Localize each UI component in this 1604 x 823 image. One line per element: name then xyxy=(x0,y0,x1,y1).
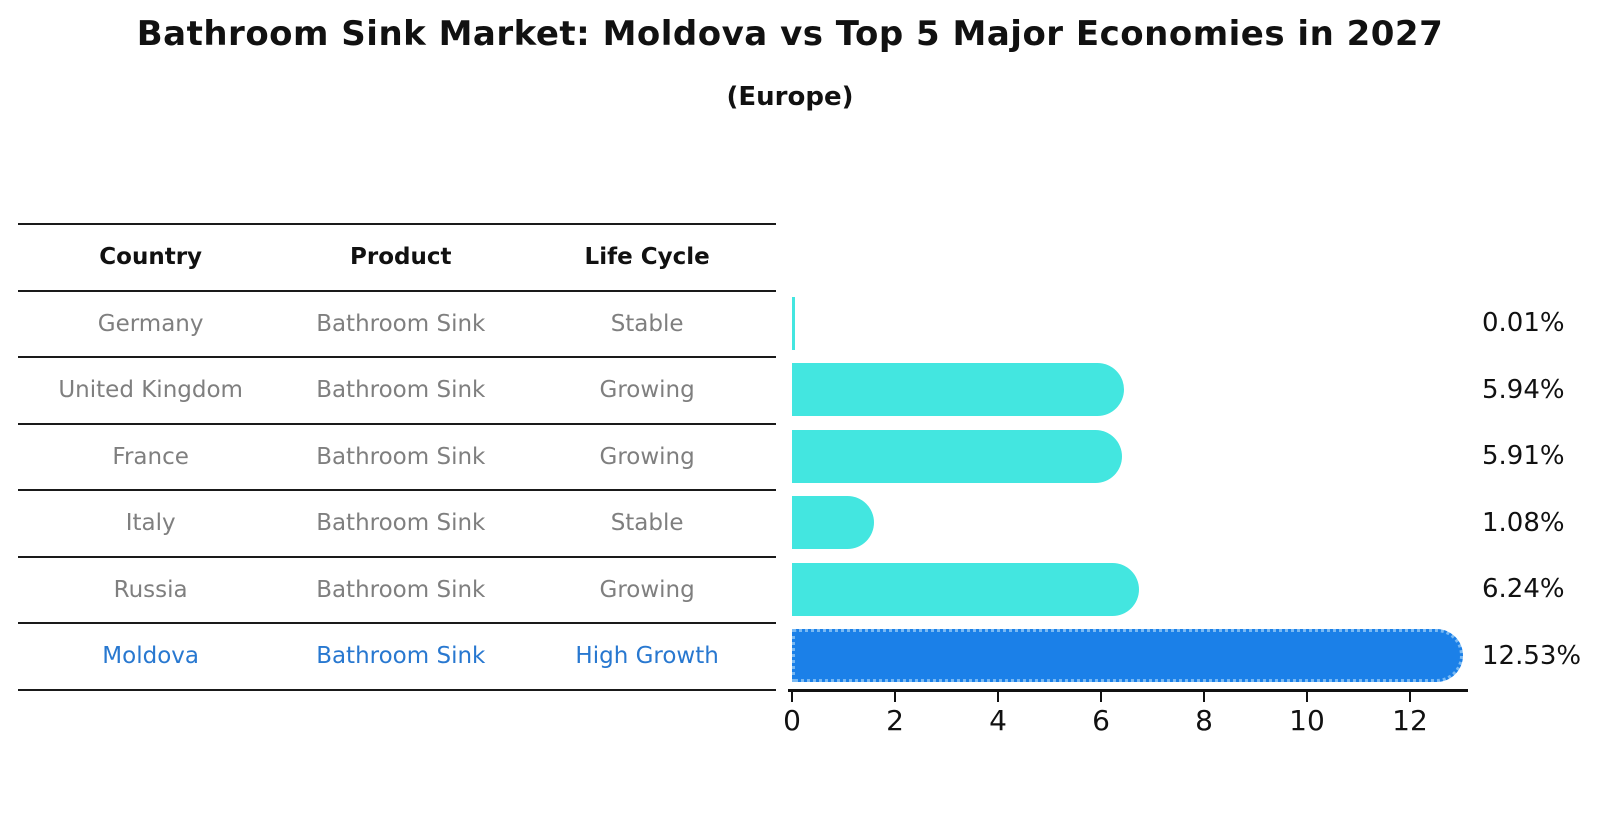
value-label-france: 5.91% xyxy=(1482,441,1565,472)
cell-country: France xyxy=(112,443,189,470)
x-tick-label: 0 xyxy=(783,704,801,737)
cell-product: Bathroom Sink xyxy=(316,310,486,337)
chart-title: Bathroom Sink Market: Moldova vs Top 5 M… xyxy=(136,14,1444,54)
x-tick-mark xyxy=(791,692,793,702)
cell-life-cycle: Stable xyxy=(610,310,684,337)
bar-plot-area xyxy=(792,290,1468,689)
bar-row xyxy=(792,623,1468,690)
cell-life-cycle: Stable xyxy=(610,510,684,537)
bar-france xyxy=(792,429,1123,483)
table-header-row: Country Product Life Cycle xyxy=(18,223,776,290)
x-tick-mark xyxy=(1306,692,1308,702)
x-tick-label: 2 xyxy=(886,704,904,737)
x-tick-label: 4 xyxy=(989,704,1007,737)
bar-united-kingdom xyxy=(792,363,1124,417)
cell-life-cycle: Growing xyxy=(599,377,695,404)
value-label-italy: 1.08% xyxy=(1482,507,1565,538)
x-tick-label: 12 xyxy=(1392,704,1428,737)
chart-subtitle: (Europe) xyxy=(726,82,854,112)
value-label-column: 0.01% 5.94% 5.91% 1.08% 6.24% 12.53% xyxy=(1482,290,1602,689)
col-header-product: Product xyxy=(350,244,452,271)
bar-row xyxy=(792,357,1468,424)
x-tick-label: 8 xyxy=(1195,704,1213,737)
x-tick-label: 10 xyxy=(1289,704,1325,737)
col-header-life-cycle: Life Cycle xyxy=(584,244,710,271)
bar-germany xyxy=(792,296,795,350)
cell-life-cycle: Growing xyxy=(599,576,695,603)
x-tick-mark xyxy=(1409,692,1411,702)
table-row-moldova: Moldova Bathroom Sink High Growth xyxy=(18,622,776,689)
bar-row xyxy=(792,290,1468,357)
cell-product: Bathroom Sink xyxy=(316,643,486,670)
x-tick-mark xyxy=(1203,692,1205,702)
value-label-moldova: 12.53% xyxy=(1482,640,1582,671)
table-row-italy: Italy Bathroom Sink Stable xyxy=(18,489,776,556)
bar-italy xyxy=(792,496,874,550)
cell-product: Bathroom Sink xyxy=(316,377,486,404)
cell-country: Germany xyxy=(97,310,204,337)
cell-life-cycle: Growing xyxy=(599,443,695,470)
table-row-united-kingdom: United Kingdom Bathroom Sink Growing xyxy=(18,356,776,423)
table-row-france: France Bathroom Sink Growing xyxy=(18,422,776,490)
cell-country: Russia xyxy=(113,576,188,603)
value-label-germany: 0.01% xyxy=(1482,308,1565,339)
cell-country: Italy xyxy=(125,510,176,537)
cell-product: Bathroom Sink xyxy=(316,576,486,603)
cell-country: United Kingdom xyxy=(58,377,243,404)
bar-row xyxy=(792,423,1468,490)
cell-life-cycle: High Growth xyxy=(575,643,719,670)
cell-product: Bathroom Sink xyxy=(316,510,486,537)
value-label-russia: 6.24% xyxy=(1482,574,1565,605)
bar-russia xyxy=(792,562,1140,616)
col-header-country: Country xyxy=(99,244,203,271)
table-row-russia: Russia Bathroom Sink Growing xyxy=(18,555,776,623)
x-tick-mark xyxy=(1100,692,1102,702)
bar-row xyxy=(792,490,1468,557)
x-tick-mark xyxy=(997,692,999,702)
value-label-united-kingdom: 5.94% xyxy=(1482,374,1565,405)
table-row-germany: Germany Bathroom Sink Stable xyxy=(18,289,776,357)
cell-country: Moldova xyxy=(102,643,199,670)
country-table: Country Product Life Cycle Germany Bathr… xyxy=(18,223,776,691)
bar-row xyxy=(792,556,1468,623)
bar-moldova xyxy=(792,629,1464,683)
x-tick-label: 6 xyxy=(1092,704,1110,737)
x-axis-line xyxy=(788,689,1468,692)
x-tick-mark xyxy=(894,692,896,702)
cell-product: Bathroom Sink xyxy=(316,443,486,470)
